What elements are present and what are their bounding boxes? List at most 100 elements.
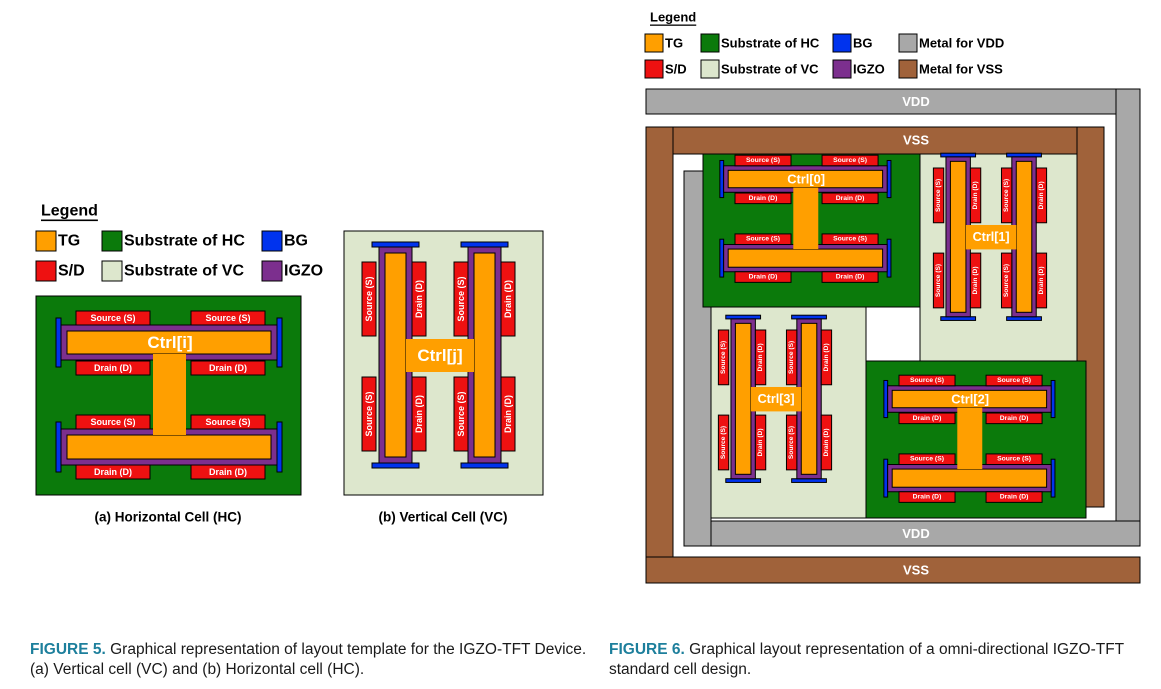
legend-fig6-label-bg: BG <box>853 36 873 51</box>
horizontal-cell-source-label: Source (S) <box>90 417 135 427</box>
horizontal-cell-drain-pad <box>75 464 151 480</box>
vertical-cell-back-gate <box>371 462 420 469</box>
omni-ctrl0-gate-bottom <box>727 248 884 268</box>
omni-ctrl2-source-label: Source (S) <box>910 377 944 384</box>
omni-ctrl0-source-label: Source (S) <box>746 157 780 164</box>
omni-ctrl1-back-gate <box>1006 316 1042 321</box>
vertical-cell-source-pad <box>361 261 377 337</box>
omni-ctrl0-back-gate <box>719 238 725 278</box>
omni-ctrl2-source-pad <box>985 374 1043 387</box>
omni-ctrl3-drain-label: Drain (D) <box>823 428 830 456</box>
legend-fig5-label-bg: BG <box>284 233 308 250</box>
legend-fig6-title: Legend <box>650 10 696 25</box>
legend-fig5-swatch-tg <box>35 230 57 252</box>
omni-ctrl1-drain-pad <box>969 167 982 224</box>
legend-fig5-label-substrate_vc: Substrate of VC <box>124 263 244 280</box>
omni-ctrl2-source-pad <box>898 374 956 387</box>
omni-ctrl3-drain-pad <box>820 329 833 386</box>
omni-ctrl2-back-gate <box>1050 458 1056 498</box>
omni-ctrl0-drain-pad <box>734 271 792 283</box>
omni-ctrl3-back-gate <box>791 478 827 483</box>
legend-fig5-swatch-substrate_vc <box>101 260 123 282</box>
omni-ctrl3-source-label: Source (S) <box>720 341 727 374</box>
omni-ctrl2-back-gate <box>883 458 889 498</box>
omni-ctrl3-drain-label: Drain (D) <box>757 428 764 456</box>
legend-fig5-label-igzo: IGZO <box>284 263 323 280</box>
omni-ctrl3-drain-pad <box>820 414 833 471</box>
omni-ctrl2-gate-stem <box>957 407 983 470</box>
vss-bottom-label: VSS <box>903 563 929 578</box>
horizontal-cell-gate-bottom <box>66 434 272 460</box>
legend-fig5-swatch-bg <box>261 230 283 252</box>
legend-fig6-swatch-substrate_hc <box>700 33 720 53</box>
omni-ctrl2-source-pad <box>898 453 956 466</box>
figure-6-caption: FIGURE 6. Graphical layout representatio… <box>609 640 1154 680</box>
horizontal-cell-drain-pad <box>75 360 151 376</box>
vertical-cell-source-pad <box>453 261 469 337</box>
omni-ctrl1-source-pad <box>932 167 945 224</box>
vertical-cell-gate-right <box>473 252 496 458</box>
horizontal-cell-back-gate <box>276 317 283 368</box>
horizontal-cell-caption: (a) Horizontal Cell (HC) <box>95 510 242 525</box>
vertical-cell-drain-pad <box>500 376 516 452</box>
legend-fig6-swatch-metal_vdd <box>898 33 918 53</box>
horizontal-cell-drain-label: Drain (D) <box>94 363 132 373</box>
omni-ctrl0-ctrl-label: Ctrl[0] <box>787 172 825 187</box>
legend-fig6-swatch-tg <box>644 33 664 53</box>
vss-rail-top <box>645 126 1105 155</box>
omni-ctrl1-drain-label: Drain (D) <box>1038 266 1045 294</box>
omni-ctrl1-back-gate <box>940 152 977 158</box>
omni-ctrl1-drain-label: Drain (D) <box>972 266 979 294</box>
vertical-cell-drain-label: Drain (D) <box>503 280 513 318</box>
omni-ctrl0-source-pad <box>821 154 879 167</box>
horizontal-cell-back-gate <box>55 421 62 473</box>
vertical-cell-ctrl-label: Ctrl[j] <box>417 346 462 365</box>
omni-ctrl3-back-gate <box>791 314 827 320</box>
vdd-rail-bottom <box>683 520 1141 547</box>
legend-fig6-label-substrate_vc: Substrate of VC <box>721 62 819 77</box>
figure-6-caption-text: Graphical layout representation of a omn… <box>609 641 1124 678</box>
vss-rail-bottom <box>645 556 1141 584</box>
omni-ctrl0-drain-pad <box>821 192 879 205</box>
legend-fig6-swatch-igzo <box>832 59 852 79</box>
omni-ctrl1-source-label: Source (S) <box>935 179 942 212</box>
vertical-cell-drain-pad <box>411 261 427 337</box>
legend-fig6-label-sd: S/D <box>665 62 687 77</box>
omni-ctrl2-back-gate <box>1050 379 1056 419</box>
vertical-cell-source-pad <box>453 376 469 452</box>
omni-ctrl0-source-label: Source (S) <box>746 236 780 243</box>
horizontal-cell-drain-pad <box>190 464 266 480</box>
vertical-cell-source-label: Source (S) <box>364 391 374 436</box>
horizontal-cell-source-pad <box>75 310 151 326</box>
legend-fig6-label-metal_vdd: Metal for VDD <box>919 36 1004 51</box>
legend-fig5-swatch-substrate_hc <box>101 230 123 252</box>
omni-ctrl1-source-label: Source (S) <box>935 264 942 297</box>
omni-ctrl0-back-gate <box>886 159 892 199</box>
omni-ctrl1-back-gate <box>940 316 977 321</box>
horizontal-cell-gate-stem <box>153 354 186 435</box>
omni-ctrl2-source-label: Source (S) <box>997 456 1031 463</box>
omni-ctrl0-gate-top <box>727 169 884 189</box>
omni-ctrl3-drain-label: Drain (D) <box>757 343 764 371</box>
horizontal-cell-drain-label: Drain (D) <box>209 467 247 477</box>
omni-ctrl0-drain-pad <box>821 271 879 283</box>
horizontal-cell-source-pad <box>190 414 266 430</box>
horizontal-cell-source-label: Source (S) <box>205 313 250 323</box>
omni-ctrl2-drain-label: Drain (D) <box>1000 415 1029 422</box>
omni-ctrl3-drain-label: Drain (D) <box>823 343 830 371</box>
omni-ctrl1-gate-left <box>949 160 967 313</box>
legend-fig6-swatch-sd <box>644 59 664 79</box>
omni-ctrl1-back-gate <box>1006 152 1042 158</box>
horizontal-cell-source-label: Source (S) <box>205 417 250 427</box>
omni-ctrl1-drain-pad <box>1035 252 1048 309</box>
omni-ctrl1-drain-label: Drain (D) <box>972 181 979 209</box>
omni-ctrl0-drain-pad <box>734 192 792 205</box>
legend-fig6-swatch-bg <box>832 33 852 53</box>
legend-fig6-label-substrate_hc: Substrate of HC <box>721 36 820 51</box>
omni-ctrl2-drain-label: Drain (D) <box>913 415 942 422</box>
vdd-rail-top <box>645 88 1141 115</box>
omni-ctrl2-source-pad <box>985 453 1043 466</box>
horizontal-cell-source-label: Source (S) <box>90 313 135 323</box>
vertical-cell-gate-left <box>384 252 407 458</box>
